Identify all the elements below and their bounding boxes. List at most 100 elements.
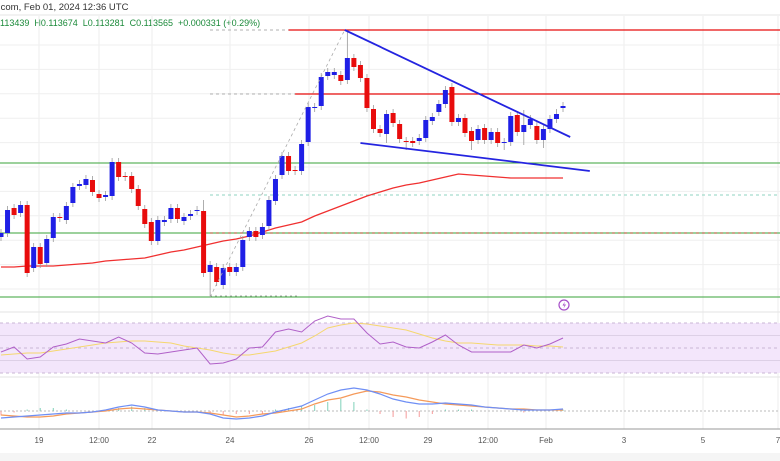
candle-down xyxy=(514,115,520,132)
candle-up xyxy=(416,138,422,141)
change-value: +0.000331 (+0.29%) xyxy=(178,18,261,28)
candle-up xyxy=(31,247,37,268)
candle-up xyxy=(246,231,252,237)
high-value: H0.113674 xyxy=(34,18,78,28)
horizontal-levels xyxy=(0,29,780,298)
candle-down xyxy=(11,208,17,215)
candle-up xyxy=(70,187,76,203)
candle-up xyxy=(50,217,56,238)
trendline-fib-diagonal xyxy=(209,29,346,298)
candle-up xyxy=(488,132,494,140)
candle-up xyxy=(44,239,50,263)
rsi-pane xyxy=(0,315,780,374)
candle-down xyxy=(57,217,63,218)
candle-up xyxy=(0,233,4,237)
low-value: L0.113281 xyxy=(82,18,125,28)
candle-down xyxy=(462,118,468,133)
candle-down xyxy=(253,231,259,237)
candle-down xyxy=(129,176,135,189)
candle-up xyxy=(501,142,507,143)
candle-down xyxy=(116,162,122,177)
time-tick-label: 29 xyxy=(424,436,433,445)
trendline-upper xyxy=(344,29,571,138)
candle-up xyxy=(240,240,246,267)
footer-band xyxy=(0,453,780,461)
open-value: 113439 xyxy=(0,18,30,28)
candle-up xyxy=(83,179,89,185)
time-tick-label: 7 xyxy=(776,436,780,445)
candle-down xyxy=(449,87,455,122)
candle-down xyxy=(338,75,344,81)
moving-average xyxy=(1,173,564,268)
candle-up xyxy=(207,265,213,272)
candle-up xyxy=(560,106,566,108)
candle-up xyxy=(305,107,311,142)
candle-down xyxy=(495,132,501,143)
trendline-lower xyxy=(360,142,590,172)
candle-down xyxy=(174,208,180,219)
macd-line xyxy=(0,387,564,420)
candle-down xyxy=(148,222,154,241)
candle-down xyxy=(142,209,148,224)
trendlines[interactable] xyxy=(209,29,590,298)
candle-down xyxy=(390,113,396,123)
candle-up xyxy=(318,77,324,106)
candle-down xyxy=(286,156,292,171)
candle-up xyxy=(547,119,553,129)
time-tick-label: 19 xyxy=(35,436,44,445)
candle-down xyxy=(534,126,540,140)
candle-up xyxy=(540,129,546,140)
candle-up xyxy=(325,72,331,76)
candle-up xyxy=(103,195,109,197)
candle-down xyxy=(89,180,95,192)
candle-up xyxy=(299,144,305,171)
candle-up xyxy=(76,184,82,186)
candle-up xyxy=(18,205,24,213)
time-axis[interactable]: 19 12:00 22 24 26 12:00 29 12:00 Feb 3 5 7 xyxy=(35,436,780,445)
candle-down xyxy=(227,267,233,272)
candle-up xyxy=(5,210,11,233)
candle-down xyxy=(482,128,488,140)
candle-up xyxy=(455,118,461,122)
candle-down xyxy=(377,129,383,133)
candle-up xyxy=(384,114,390,134)
candle-down xyxy=(469,131,475,141)
time-tick-label: 26 xyxy=(305,436,314,445)
chart-source-timestamp: .com, Feb 01, 2024 12:36 UTC xyxy=(0,2,129,13)
candle-up xyxy=(188,214,194,216)
candle-up xyxy=(423,120,429,138)
candle-up xyxy=(266,200,272,226)
lightning-icon[interactable] xyxy=(558,299,570,311)
ohlc-legend: 113439 H0.113674 L0.113281 C0.113565 +0.0003… xyxy=(0,18,265,28)
candle-up xyxy=(429,117,435,121)
rsi-ma-line xyxy=(0,322,564,356)
candle-down xyxy=(37,247,43,264)
candle-up xyxy=(436,104,442,112)
candle-up xyxy=(63,206,69,220)
candle-down xyxy=(214,267,220,282)
candle-up xyxy=(344,58,350,80)
rsi-line xyxy=(0,315,564,365)
ma-line xyxy=(1,173,564,268)
candle-up xyxy=(279,156,285,175)
candle-up xyxy=(168,208,174,219)
candle-down xyxy=(397,124,403,139)
candle-up xyxy=(331,72,337,75)
candle-up xyxy=(161,220,167,222)
candle-up xyxy=(194,210,200,211)
candle-down xyxy=(201,211,207,273)
candle-down xyxy=(403,141,409,142)
candle-up xyxy=(233,267,239,272)
macd-pane xyxy=(0,387,780,420)
candle-down xyxy=(357,65,363,78)
time-tick-label: 12:00 xyxy=(478,436,499,445)
time-tick-label: 12:00 xyxy=(89,436,110,445)
candle-down xyxy=(122,176,128,177)
time-tick-label: 12:00 xyxy=(359,436,380,445)
time-tick-label: 24 xyxy=(226,436,235,445)
candle-up xyxy=(155,220,161,241)
candle-up xyxy=(259,227,265,235)
candle-up xyxy=(553,114,559,119)
candle-down xyxy=(364,78,370,108)
